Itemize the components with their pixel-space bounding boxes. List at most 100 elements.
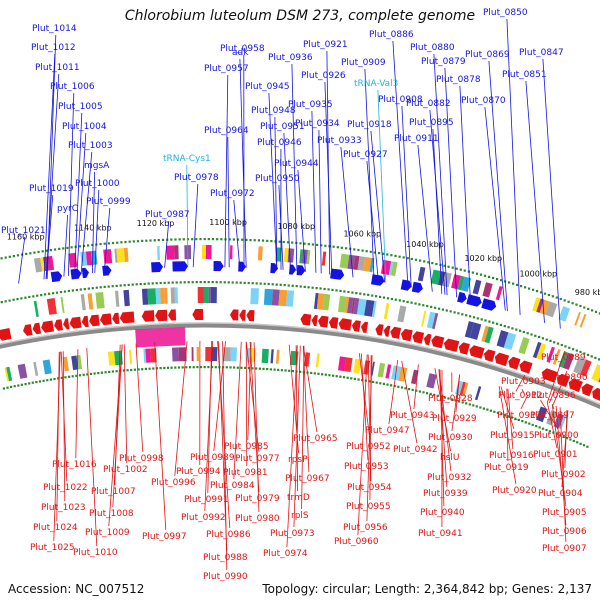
mid-tick-dot: [223, 281, 226, 284]
cog-tile-outer: [442, 272, 452, 288]
cog-tile-inner: [145, 348, 151, 363]
inner-tick-dot: [68, 375, 71, 378]
outer-tick-dot: [488, 275, 491, 278]
cog-tile-inner: [178, 347, 187, 362]
topology-label: Topology: circular; Length: 2,364,842 bp…: [262, 582, 592, 596]
reverse-gene-label: Plut_1024: [33, 523, 78, 533]
reverse-gene-label: rplS: [291, 511, 309, 521]
reverse-gene-leader: [62, 351, 66, 502]
outer-tick-dot: [324, 244, 327, 247]
reverse-gene-label: Plut_0890: [543, 373, 588, 383]
outer-tick-dot: [116, 241, 119, 244]
outer-tick-dot: [33, 251, 36, 254]
reverse-gene-arrow: [494, 352, 510, 367]
mid-tick-dot: [461, 313, 464, 316]
cog-tile-mid: [271, 289, 280, 306]
inner-tick-dot: [126, 369, 129, 372]
reverse-gene-label: trmD: [287, 493, 310, 503]
cog-tile-mid: [573, 356, 586, 375]
reverse-gene-arrow: [119, 311, 135, 324]
inner-tick-dot: [104, 371, 107, 374]
inner-tick-dot: [284, 369, 287, 372]
inner-tick-dot: [46, 379, 49, 382]
forward-gene-leader: [192, 183, 199, 268]
mid-tick-dot: [515, 328, 518, 331]
mid-tick-dot: [476, 317, 479, 320]
inner-tick-dot: [28, 382, 31, 385]
inner-tick-dot: [277, 368, 280, 371]
mid-tick-dot: [99, 286, 102, 289]
cog-tile-inner: [474, 386, 482, 401]
cog-tile-outer: [283, 247, 289, 263]
mid-tick-dot: [480, 318, 483, 321]
inner-tick-dot: [500, 413, 503, 416]
forward-gene-label: Plut_0847: [519, 48, 564, 58]
forward-gene-label: Plut_0908: [378, 95, 423, 105]
forward-gene-leader: [366, 160, 379, 282]
inner-tick-dot: [332, 374, 335, 377]
outer-tick-dot: [559, 297, 562, 301]
inner-tick-dot: [418, 390, 421, 393]
forward-gene-leader: [432, 128, 443, 294]
cog-tile-outer: [46, 255, 55, 271]
outer-tick-dot: [91, 243, 94, 247]
cog-tile-outer: [205, 245, 212, 259]
cog-tile-inner: [107, 351, 116, 366]
inner-tick-dot: [78, 374, 82, 377]
outer-tick-dot: [245, 238, 248, 241]
cog-tile-mid: [426, 311, 436, 329]
mid-tick-dot: [16, 298, 19, 301]
forward-gene-label: Plut_1000: [75, 179, 120, 189]
cog-tile-mid: [484, 326, 494, 344]
inner-tick-dot: [57, 377, 60, 380]
cog-tile-outer: [388, 261, 394, 276]
inner-tick-dot: [548, 430, 551, 433]
reverse-gene-arrow: [69, 316, 82, 329]
outer-tick-dot: [336, 246, 339, 249]
reverse-gene-label: Plut_0986: [206, 530, 251, 540]
mid-tick-dot: [215, 281, 218, 284]
reverse-gene-label: Plut_1002: [103, 465, 148, 475]
mid-tick-dot: [59, 291, 63, 294]
forward-gene-label: Plut_1019: [29, 184, 74, 194]
mid-tick-dot: [331, 288, 334, 291]
mid-tick-dot: [594, 356, 597, 359]
cog-tile-mid: [562, 352, 575, 370]
reverse-gene-label: Plut_0906: [542, 527, 587, 537]
mid-tick-dot: [422, 304, 425, 307]
mid-tick-dot: [307, 286, 310, 289]
reverse-gene-leader: [546, 402, 558, 449]
mid-tick-dot: [135, 283, 138, 286]
reverse-gene-label: Plut_0960: [334, 537, 379, 547]
outer-tick-dot: [516, 283, 519, 286]
forward-gene-arrow: [371, 274, 385, 286]
forward-gene-leader: [401, 105, 412, 288]
inner-tick-dot: [159, 367, 162, 370]
reverse-gene-label: Plut_0974: [263, 549, 308, 559]
reverse-gene-arrow: [230, 309, 239, 321]
reverse-gene-leader: [302, 345, 310, 473]
inner-tick-dot: [174, 366, 177, 369]
mid-tick-dot: [107, 285, 110, 288]
cog-tile-outer: [536, 298, 544, 313]
inner-tick-dot: [10, 385, 13, 388]
forward-gene-label: Plut_0918: [347, 120, 392, 130]
mid-tick-dot: [0, 301, 3, 304]
inner-tick-dot: [324, 373, 327, 376]
outer-tick-dot: [496, 278, 499, 281]
forward-gene-label: Plut_0895: [409, 118, 454, 128]
inner-tick-dot: [251, 367, 254, 370]
inner-tick-dot: [225, 366, 228, 369]
inner-tick-dot: [141, 368, 144, 371]
reverse-gene-arrow: [192, 309, 204, 320]
outer-tick-dot: [161, 238, 165, 241]
forward-gene-leader: [68, 92, 75, 276]
forward-gene-leader: [103, 207, 111, 272]
forward-gene-arrow: [270, 263, 279, 274]
outer-tick-dot: [141, 239, 144, 242]
inner-tick-dot: [538, 426, 541, 429]
cog-tile-mid: [155, 288, 161, 305]
reverse-gene-leader: [247, 342, 252, 441]
forward-gene-leader: [186, 164, 189, 268]
mid-tick-dot: [287, 284, 290, 287]
